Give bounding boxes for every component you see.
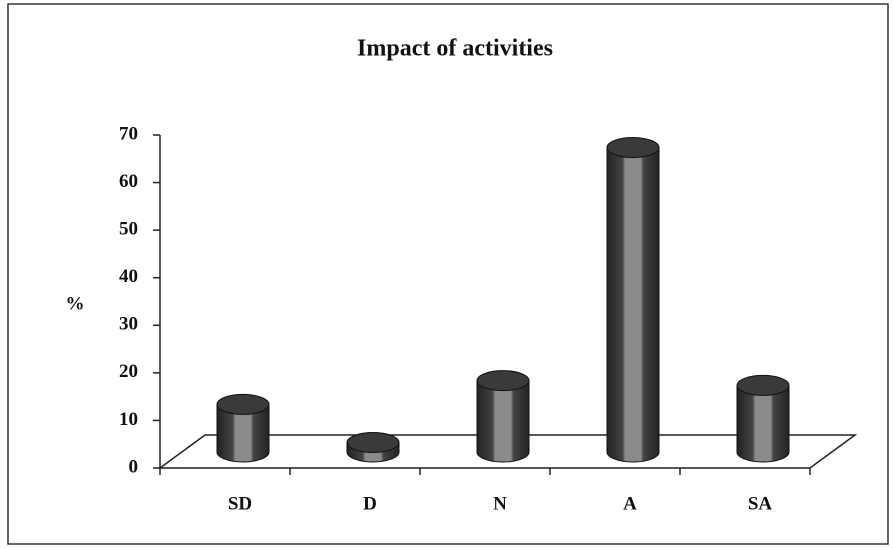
bar [606, 147, 660, 463]
y-tick-label: 60 [119, 171, 138, 192]
floor [157, 434, 858, 469]
y-tick-label: 20 [119, 361, 138, 382]
y-tick-label: 40 [119, 266, 138, 287]
bar-top [346, 431, 400, 453]
x-tick-label: A [623, 493, 637, 514]
bar-top [476, 370, 530, 392]
bar-top [736, 374, 790, 396]
y-tick-label: 30 [119, 314, 138, 335]
x-tick-label: N [493, 493, 507, 514]
bar [476, 380, 530, 463]
y-tick-label: 50 [119, 219, 138, 240]
y-tick-label: 10 [119, 409, 138, 430]
bar [736, 384, 790, 463]
y-tick-label: 0 [129, 456, 139, 477]
y-axis-label: % [66, 293, 85, 314]
chart-title: Impact of activities [357, 36, 553, 62]
bar-top [216, 393, 270, 415]
y-tick-label: 70 [119, 123, 138, 144]
bar-top [606, 137, 660, 159]
x-tick-label: SA [748, 493, 773, 514]
bar [216, 403, 270, 463]
x-tick-label: SD [228, 493, 252, 514]
frame [7, 3, 889, 545]
x-tick-label: D [363, 493, 377, 514]
